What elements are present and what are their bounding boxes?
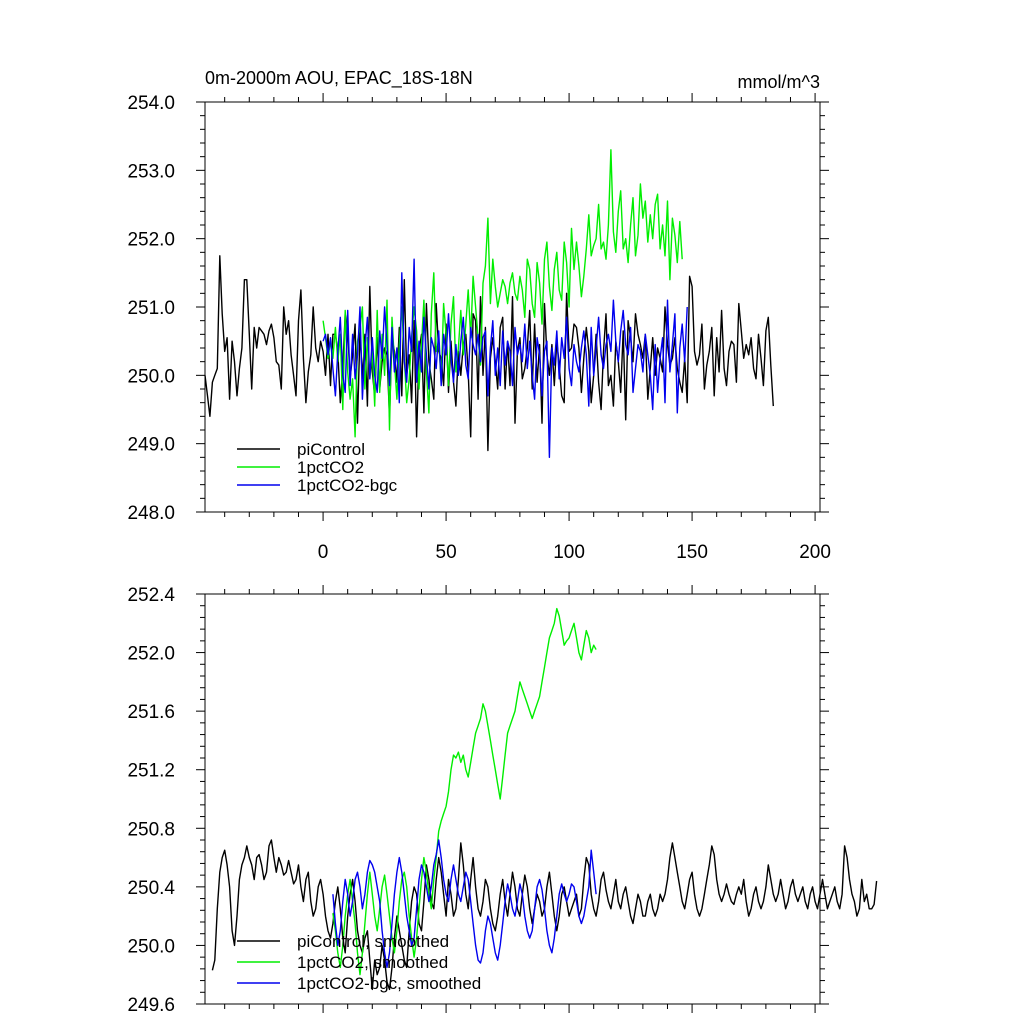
y-tick-label: 252.4 [127,585,175,606]
y-tick-label: 254.0 [127,93,175,114]
y-tick-label: 252.0 [127,644,175,665]
series-group [211,607,878,991]
legend-entry: 1pctCO2-bgc [297,476,398,495]
y-tick-label: 251.6 [127,702,175,723]
y-tick-label: 249.6 [127,995,175,1016]
series-group [204,149,774,458]
chart-title: 0m-2000m AOU, EPAC_18S-18N [205,68,473,89]
x-tick-label: 0 [318,542,329,563]
top-panel: 0m-2000m AOU, EPAC_18S-18N mmol/m^3 248.… [127,68,830,563]
bottom-panel: 249.6 250.0 250.4 250.8 251.2 251.6 252.0 252.4… [127,585,878,1016]
series-line-3 [332,839,597,969]
legend-entry: piControl [297,440,365,459]
plot-frame [204,593,821,1005]
series-line-1 [204,255,774,452]
axis-ticks [196,585,829,1013]
y-tick-label: 250.0 [127,366,175,387]
y-tick-label: 250.0 [127,936,175,957]
units-label: mmol/m^3 [738,72,820,92]
y-tick-label: 252.0 [127,230,175,251]
legend-entry: 1pctCO2, smoothed [297,953,448,972]
y-tick-label: 253.0 [127,161,175,182]
legend-entry: piControl, smoothed [297,932,449,951]
y-tick-label: 250.8 [127,819,175,840]
x-tick-label: 100 [553,542,585,563]
x-tick-label: 50 [436,542,457,563]
series-line-3 [322,258,688,458]
x-tick-label: 150 [676,542,708,563]
legend-entry: 1pctCO2 [297,458,364,477]
legend: piControl, smoothed 1pctCO2, smoothed 1pct… [237,932,481,993]
y-tick-label: 251.0 [127,298,175,319]
legend-entry: 1pctCO2-bgc, smoothed [297,974,481,993]
axis-ticks [196,93,829,521]
series-line-2 [332,607,597,976]
y-tick-label: 248.0 [127,503,175,524]
y-tick-label: 249.0 [127,435,175,456]
y-tick-label: 250.4 [127,878,175,899]
x-tick-label: 200 [799,542,831,563]
series-line-2 [322,149,683,438]
y-tick-label: 251.2 [127,761,175,782]
